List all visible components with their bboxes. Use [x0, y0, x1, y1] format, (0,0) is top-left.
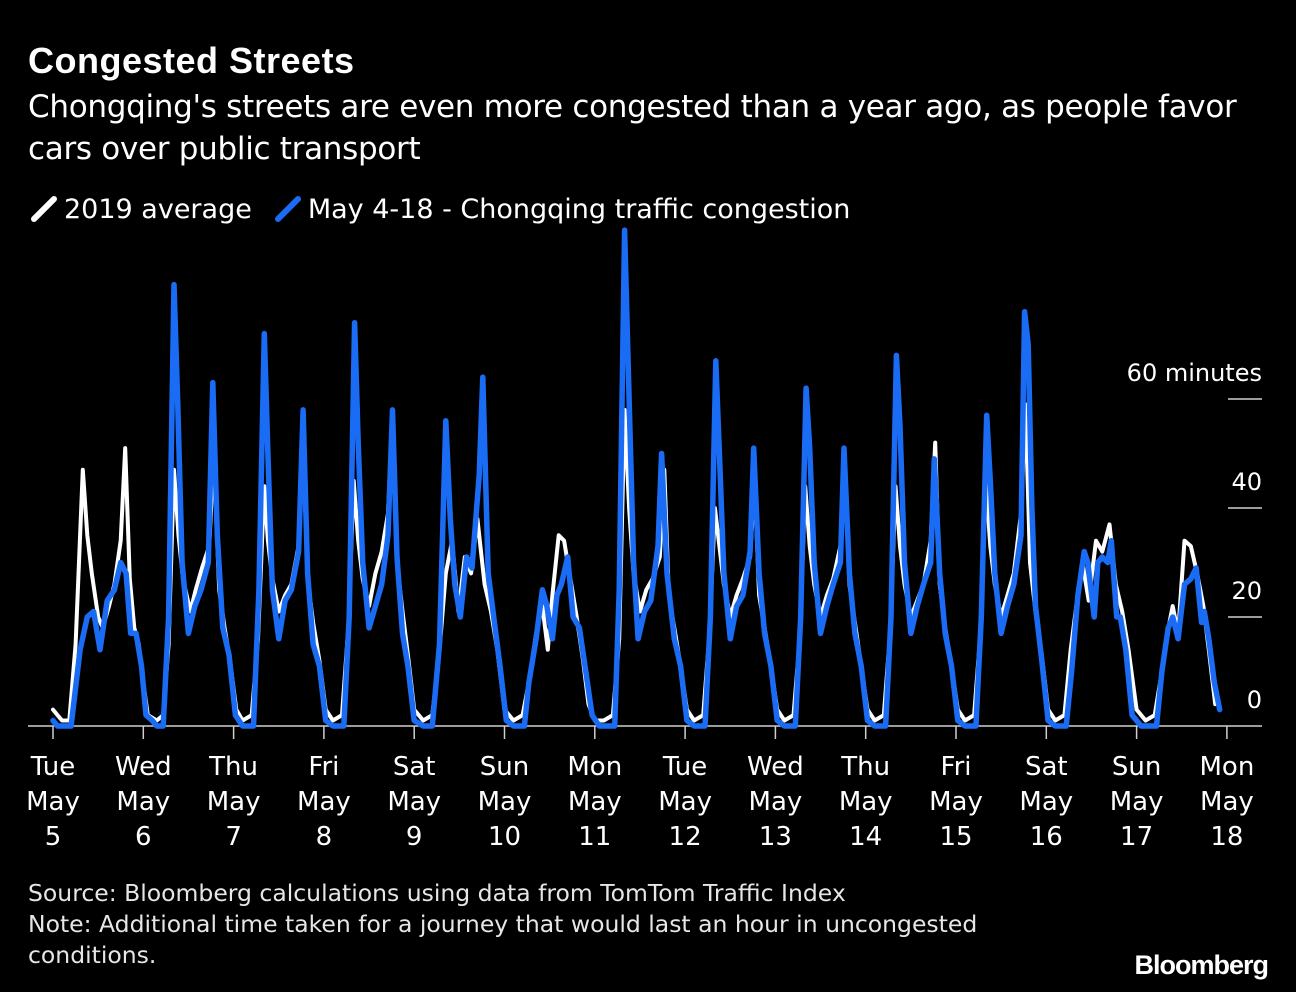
legend-item-may-congestion: May 4-18 - Chongqing traffic congestion: [272, 193, 851, 225]
x-tick-label-3-line-2: 8: [316, 822, 333, 852]
y-tick-label-60: 60 minutes: [1127, 359, 1262, 387]
x-tick-label-1-line-0: Wed: [115, 752, 172, 782]
x-tick-label-2-line-0: Thu: [208, 752, 258, 782]
x-tick-label-9-line-2: 14: [849, 822, 882, 852]
chart-svg: 0 20 40 60 minutes Tue May 5 Wed May 6 Thu May 7 Fri M…: [26, 227, 1262, 852]
y-tick-label-0: 0: [1247, 686, 1262, 714]
x-tick-label-12-line-2: 17: [1120, 822, 1153, 852]
x-tick-label-9-line-0: Thu: [840, 752, 890, 782]
x-tick-label-8-line-2: 13: [759, 822, 792, 852]
legend: 2019 average May 4-18 - Chongqing traffi…: [28, 193, 870, 225]
x-tick-label-10-line-1: May: [929, 787, 983, 817]
x-tick-label-1-line-2: 6: [135, 822, 152, 852]
legend-label-2019-average: 2019 average: [64, 193, 252, 225]
x-tick-label-7-line-0: Tue: [662, 752, 707, 782]
x-tick-label-3-line-1: May: [297, 787, 351, 817]
x-tick-label-12-line-0: Sun: [1112, 752, 1161, 782]
x-tick-label-0-line-0: Tue: [30, 752, 75, 782]
x-tick-label-0-line-1: May: [26, 787, 80, 817]
x-tick-label-13-line-1: May: [1200, 787, 1254, 817]
legend-swatch-blue-icon: [274, 196, 301, 222]
chart-title: Congested Streets: [28, 40, 355, 81]
x-tick-label-0-line-2: 5: [45, 822, 62, 852]
x-tick-label-7-line-1: May: [658, 787, 712, 817]
series-line-may-congestion: [50, 227, 1223, 729]
x-tick-label-12-line-1: May: [1110, 787, 1164, 817]
x-tick-label-11-line-2: 16: [1030, 822, 1063, 852]
x-tick-label-10-line-0: Fri: [941, 752, 972, 782]
legend-swatch-white-icon: [31, 196, 57, 222]
y-tick-label-40: 40: [1231, 468, 1262, 496]
x-tick-label-4-line-0: Sat: [393, 752, 436, 782]
x-tick-label-10-line-2: 15: [939, 822, 972, 852]
bloomberg-logo: Bloomberg: [1134, 950, 1269, 980]
chart-subtitle: Chongqing's streets are even more conges…: [28, 89, 1237, 167]
x-tick-label-7-line-2: 12: [669, 822, 702, 852]
x-tick-label-4-line-2: 9: [406, 822, 423, 852]
x-tick-label-5-line-0: Sun: [480, 752, 529, 782]
footer: Source: Bloomberg calculations using dat…: [28, 878, 1088, 971]
x-tick-label-11-line-1: May: [1019, 787, 1073, 817]
x-tick-label-8-line-1: May: [749, 787, 803, 817]
x-tick-label-13-line-0: Mon: [1199, 752, 1254, 782]
x-tick-label-2-line-2: 7: [225, 822, 242, 852]
x-tick-label-1-line-1: May: [116, 787, 170, 817]
x-tick-label-11-line-0: Sat: [1025, 752, 1068, 782]
legend-label-may-congestion: May 4-18 - Chongqing traffic congestion: [307, 193, 851, 225]
x-tick-label-6-line-0: Mon: [567, 752, 622, 782]
y-tick-label-20: 20: [1231, 577, 1262, 605]
methodology-note: Note: Additional time taken for a journe…: [28, 910, 978, 969]
x-tick-label-8-line-0: Wed: [747, 752, 804, 782]
x-tick-label-5-line-1: May: [478, 787, 532, 817]
x-tick-label-6-line-2: 11: [578, 822, 611, 852]
x-tick-label-6-line-1: May: [568, 787, 622, 817]
x-tick-label-3-line-0: Fri: [308, 752, 339, 782]
x-tick-label-2-line-1: May: [207, 787, 261, 817]
x-tick-label-5-line-2: 10: [488, 822, 521, 852]
legend-item-2019-average: 2019 average: [28, 193, 252, 225]
source-note: Source: Bloomberg calculations using dat…: [28, 879, 846, 907]
x-tick-label-4-line-1: May: [387, 787, 441, 817]
x-tick-label-9-line-1: May: [839, 787, 893, 817]
x-tick-label-13-line-2: 18: [1210, 822, 1243, 852]
